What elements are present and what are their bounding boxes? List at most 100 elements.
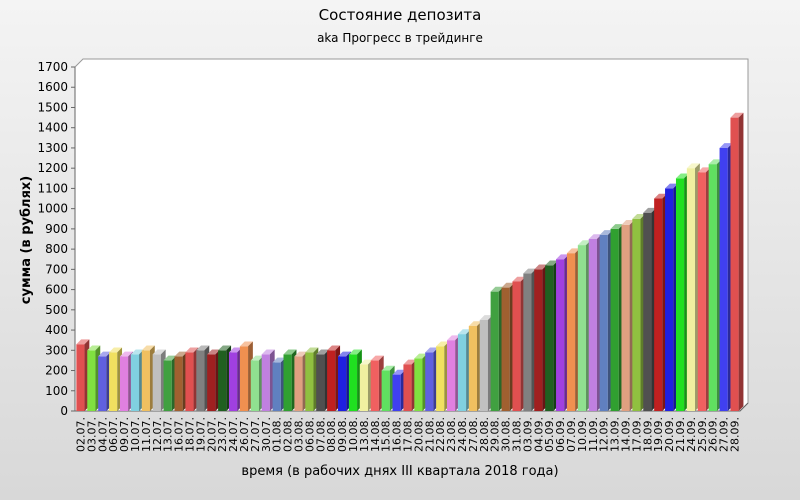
bar-front xyxy=(130,354,140,411)
y-tick-label: 0 xyxy=(60,404,68,418)
bar-front xyxy=(228,352,238,411)
bar-front xyxy=(163,360,172,411)
x-tick-label: 19.09. xyxy=(652,417,665,452)
bar-top xyxy=(283,349,297,355)
x-tick-label: 17.08. xyxy=(402,417,415,452)
bar-top xyxy=(545,260,559,266)
bar-front xyxy=(577,245,587,411)
x-tick-label: 30.07. xyxy=(260,417,273,452)
bar-top xyxy=(610,224,624,229)
x-tick-label: 06.09. xyxy=(554,417,567,452)
bar-front xyxy=(457,334,467,411)
x-tick-label: 03.09. xyxy=(521,417,534,452)
bar-top xyxy=(588,234,602,239)
bar-top xyxy=(534,264,548,270)
bar-front xyxy=(654,198,663,411)
bar-front xyxy=(294,356,303,411)
bar-top xyxy=(392,369,406,375)
x-tick-label: 09.08. xyxy=(336,417,349,452)
bar-top xyxy=(436,341,450,347)
bar-top xyxy=(174,351,188,357)
bar-front xyxy=(87,350,96,411)
y-tick-label: 1200 xyxy=(37,161,68,175)
bar-front xyxy=(392,374,401,411)
x-tick-label: 21.09. xyxy=(674,417,687,452)
bar-top xyxy=(294,351,308,357)
bar-front xyxy=(152,354,161,411)
x-axis-label: время (в рабочих днях III квартала 2018 … xyxy=(241,464,558,479)
x-tick-label: 16.07. xyxy=(173,417,186,452)
bar-top xyxy=(523,268,537,274)
y-tick-label: 300 xyxy=(45,343,68,357)
x-tick-label: 24.07. xyxy=(227,417,240,452)
x-tick-label: 12.07. xyxy=(151,417,164,452)
bar-top xyxy=(163,355,177,361)
bar-front xyxy=(348,354,358,411)
bar-top xyxy=(654,193,668,199)
bar-front xyxy=(403,364,412,411)
x-tick-label: 18.09. xyxy=(641,417,654,452)
bar-front xyxy=(566,253,576,411)
x-tick-label: 03.07. xyxy=(85,417,98,452)
x-tick-label: 20.07. xyxy=(205,417,218,452)
bar-top xyxy=(239,341,253,347)
bar-front xyxy=(272,362,281,411)
x-tick-label: 22.08. xyxy=(434,417,447,452)
bar-front xyxy=(708,164,717,411)
bar-front xyxy=(730,117,739,412)
x-tick-label: 06.08. xyxy=(303,417,316,452)
bar-top xyxy=(152,349,166,355)
bar-top xyxy=(370,355,384,361)
bar-top xyxy=(272,357,286,363)
bar-front xyxy=(512,281,521,411)
x-tick-label: 16.08. xyxy=(391,417,404,452)
x-tick-label: 18.07. xyxy=(183,417,196,452)
x-tick-label: 26.09. xyxy=(707,417,720,452)
bar-front xyxy=(174,356,183,411)
x-tick-label: 12.09. xyxy=(598,417,611,452)
bar-top xyxy=(479,315,493,320)
bar-top xyxy=(643,207,657,213)
bar-front xyxy=(599,234,608,411)
bar-front xyxy=(98,356,107,411)
x-tick-label: 28.08. xyxy=(478,417,491,452)
x-tick-label: 26.07. xyxy=(238,417,251,452)
bar-front xyxy=(468,326,477,411)
y-tick-label: 900 xyxy=(45,222,68,236)
bar-front xyxy=(327,350,336,411)
y-tick-label: 200 xyxy=(45,364,68,378)
x-tick-label: 04.09. xyxy=(532,417,545,452)
bar-front xyxy=(196,350,205,411)
bar-side xyxy=(738,112,744,411)
bar-front xyxy=(675,178,685,411)
bar-top xyxy=(87,345,101,351)
bar-front xyxy=(218,350,227,411)
x-tick-label: 21.08. xyxy=(423,417,436,452)
x-tick-label: 13.08. xyxy=(358,417,371,452)
x-tick-label: 11.07. xyxy=(140,417,153,452)
bar-front xyxy=(119,356,129,411)
x-tick-label: 31.08. xyxy=(511,417,524,452)
bar-top xyxy=(261,349,275,355)
x-tick-label: 10.07. xyxy=(129,417,142,452)
bar-front xyxy=(370,360,379,411)
bar-top xyxy=(403,359,417,365)
bar-top xyxy=(621,220,635,225)
x-tick-label: 09.07. xyxy=(118,417,131,452)
bar-top xyxy=(359,359,373,365)
x-tick-label: 10.09. xyxy=(576,417,589,452)
bar-front xyxy=(261,354,270,411)
bar xyxy=(730,112,744,412)
bar-top xyxy=(566,248,580,254)
bar-top xyxy=(130,349,144,355)
bar-front xyxy=(490,291,499,411)
x-tick-label: 23.07. xyxy=(216,417,229,452)
bar-top xyxy=(141,345,155,351)
x-tick-label: 30.08. xyxy=(500,417,513,452)
bar-top xyxy=(207,349,221,355)
bar-top xyxy=(228,347,242,353)
bar-top xyxy=(730,112,744,118)
x-tick-label: 07.09. xyxy=(565,417,578,452)
bar-top xyxy=(632,213,646,219)
